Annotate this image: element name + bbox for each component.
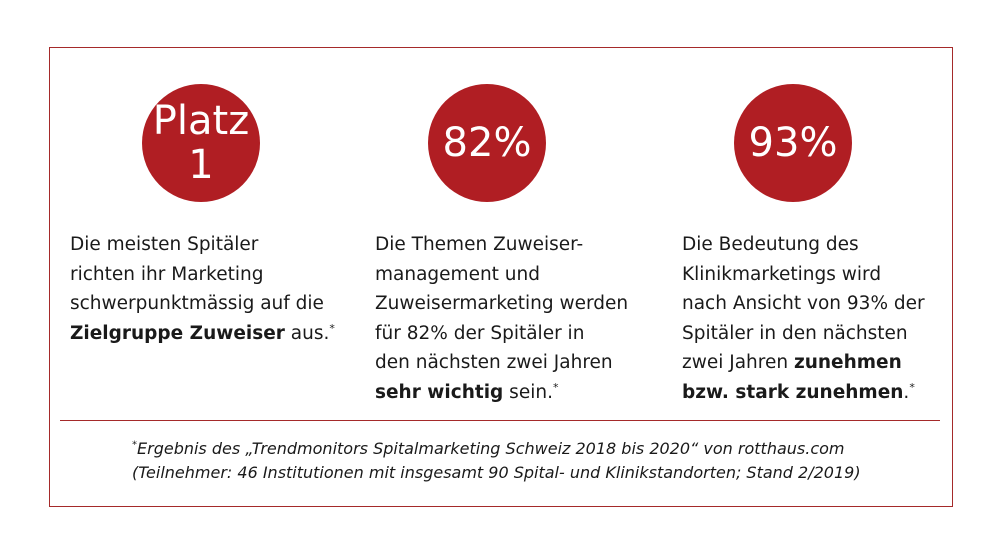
stat-3-line: nach Ansicht von 93% der <box>682 293 925 315</box>
stat-3-suffix: . <box>903 381 910 403</box>
stat-2-suffix: sein. <box>503 381 553 403</box>
divider-line <box>60 420 940 421</box>
percent-circle-93: 93% <box>734 84 852 202</box>
stat-3-line: Die Bedeutung des <box>682 234 859 255</box>
stat-2-line: für 82% der Spitäler in <box>375 322 585 344</box>
footnote-participants: (Teilnehmer: 46 Institutionen mit insges… <box>132 463 861 482</box>
percent-value: 93% <box>748 120 838 166</box>
stat-2-last-line: sehr wichtig sein.* <box>375 378 628 408</box>
footnote-asterisk: * <box>132 439 137 451</box>
stat-2-description: Die Themen Zuweiser- management und Zuwe… <box>375 230 628 408</box>
percent-value: 82% <box>442 120 532 166</box>
footnote-line: *Ergebnis des „Trendmonitors Spitalmarke… <box>132 437 861 461</box>
stat-2-highlight: sehr wichtig <box>375 381 504 403</box>
stat-1-line: richten ihr Marketing <box>70 263 264 285</box>
stat-2-line: Zuweisermarketing werden <box>375 293 629 315</box>
stat-2-line: management und <box>375 263 541 285</box>
rank-label: Platz <box>152 98 250 144</box>
stat-2-asterisk: * <box>552 380 559 394</box>
stat-3-line: Spitäler in den nächsten <box>682 322 908 344</box>
stat-2-line: Die Themen Zuweiser- <box>375 234 584 255</box>
footnote: *Ergebnis des „Trendmonitors Spitalmarke… <box>132 437 861 485</box>
stat-3-prefix: zwei Jahren <box>682 352 794 374</box>
stat-3-highlight: zunehmen <box>793 352 902 374</box>
infographic-frame <box>49 47 953 507</box>
rank-circle: Platz 1 <box>142 84 260 202</box>
stat-3-line: zwei Jahren zunehmen <box>682 348 925 378</box>
rank-value: 1 <box>188 142 214 188</box>
stat-3-description: Die Bedeutung des Klinikmarketings wird … <box>682 230 925 408</box>
stat-1-suffix: aus. <box>284 322 330 344</box>
stat-1-highlight: Zielgruppe Zuweiser <box>70 322 285 344</box>
stat-3-highlight-2: bzw. stark zunehmen <box>682 381 904 403</box>
footnote-source: Ergebnis des „Trendmonitors Spitalmarket… <box>137 439 845 458</box>
stat-1-last-line: Zielgruppe Zuweiser aus.* <box>70 319 335 349</box>
stat-1-line: Die meisten Spitäler <box>70 234 259 255</box>
stat-3-asterisk: * <box>909 380 915 394</box>
stat-3-line: Klinikmarketings wird <box>682 263 882 285</box>
stat-1-description: Die meisten Spitäler richten ihr Marketi… <box>70 230 335 348</box>
percent-circle-82: 82% <box>428 84 546 202</box>
stat-1-asterisk: * <box>329 321 335 335</box>
stat-1-line: schwerpunktmässig auf die <box>70 293 324 315</box>
stat-3-last-line: bzw. stark zunehmen.* <box>682 378 925 408</box>
stat-2-line: den nächsten zwei Jahren <box>375 352 613 374</box>
